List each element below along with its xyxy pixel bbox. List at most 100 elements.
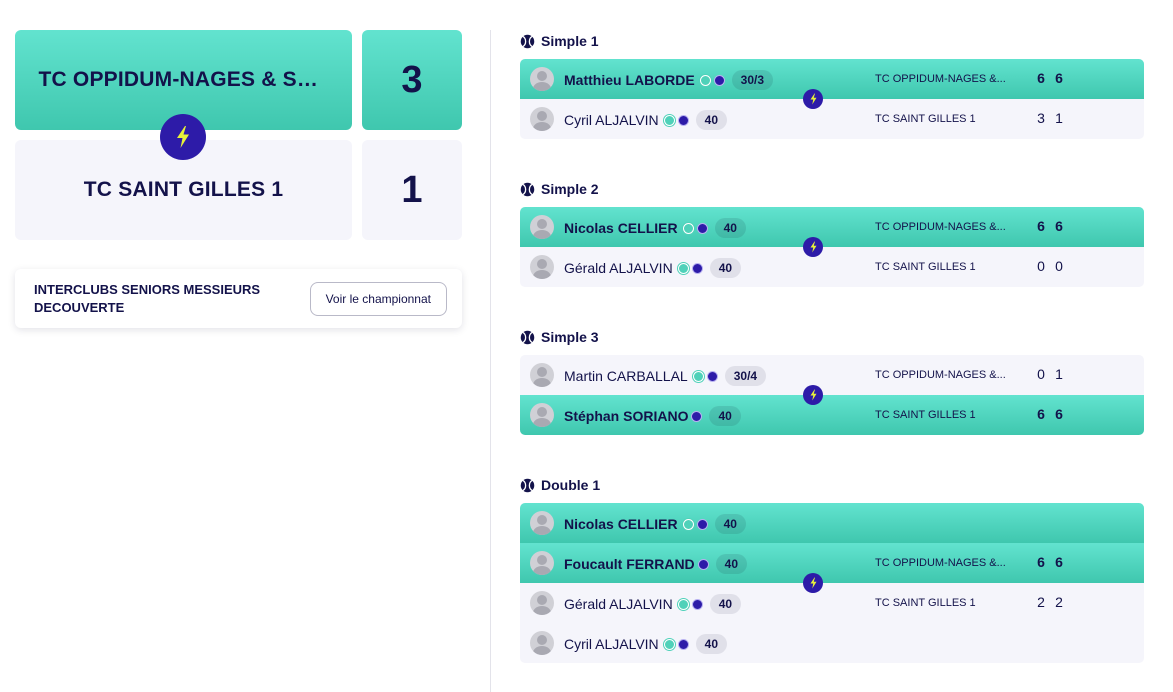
set-score-2: 6 bbox=[1055, 218, 1063, 234]
championship-card: INTERCLUBS SENIORS MESSIEURS DECOUVERTE … bbox=[15, 269, 462, 328]
lightning-bolt-icon bbox=[803, 573, 823, 593]
match-header: Double 1 bbox=[520, 475, 600, 495]
player-name[interactable]: Gérald ALJALVIN bbox=[564, 596, 673, 612]
tennis-badge-icon bbox=[699, 74, 711, 86]
set-score-1: 0 bbox=[1037, 258, 1045, 274]
set-score-2: 6 bbox=[1055, 554, 1063, 570]
player-ranking: 40 bbox=[714, 514, 746, 534]
match-header: Simple 2 bbox=[520, 179, 599, 199]
player-row[interactable]: Martin CARBALLAL 30/4 TC OPPIDUM-NAGES &..… bbox=[520, 355, 1144, 395]
user-avatar-icon bbox=[530, 631, 554, 655]
tennis-ball-icon bbox=[520, 330, 541, 345]
player-name[interactable]: Stéphan SORIANO bbox=[564, 408, 689, 424]
player-ranking: 40 bbox=[709, 258, 742, 278]
club-name: TC SAINT GILLES 1 bbox=[875, 409, 976, 421]
player-name-group: Martin CARBALLAL 30/4 bbox=[564, 366, 767, 386]
league-badge-icon bbox=[706, 370, 718, 382]
tennis-badge-icon bbox=[663, 114, 675, 126]
player-row[interactable]: Nicolas CELLIER 40 bbox=[520, 503, 1144, 543]
league-badge-icon bbox=[696, 222, 708, 234]
lightning-bolt-icon bbox=[160, 114, 206, 160]
set-score-1: 6 bbox=[1037, 554, 1045, 570]
match-header: Simple 3 bbox=[520, 327, 599, 347]
league-badge-icon bbox=[691, 410, 703, 422]
player-row[interactable]: Nicolas CELLIER 40 TC OPPIDUM-NAGES &... 6 6 bbox=[520, 207, 1144, 247]
match-title: Simple 3 bbox=[541, 329, 599, 345]
player-name-group: Matthieu LABORDE 30/3 bbox=[564, 70, 774, 90]
player-name[interactable]: Nicolas CELLIER bbox=[564, 220, 678, 236]
set-score-1: 6 bbox=[1037, 406, 1045, 422]
player-ranking: 40 bbox=[709, 594, 742, 614]
player-row[interactable]: Cyril ALJALVIN 40 bbox=[520, 623, 1144, 663]
tennis-badge-icon bbox=[677, 598, 689, 610]
player-name[interactable]: Foucault FERRAND bbox=[564, 556, 695, 572]
set-score-1: 3 bbox=[1037, 110, 1045, 126]
user-avatar-icon bbox=[530, 67, 554, 91]
player-name-group: Foucault FERRAND 40 bbox=[564, 554, 748, 574]
team-a-score: 3 bbox=[362, 30, 462, 130]
tennis-ball-icon bbox=[520, 478, 541, 493]
club-name: TC OPPIDUM-NAGES &... bbox=[875, 557, 1006, 569]
user-avatar-icon bbox=[530, 591, 554, 615]
league-badge-icon bbox=[697, 558, 709, 570]
club-name: TC OPPIDUM-NAGES &... bbox=[875, 369, 1006, 381]
player-name-group: Nicolas CELLIER 40 bbox=[564, 514, 746, 534]
match-block: Martin CARBALLAL 30/4 TC OPPIDUM-NAGES &..… bbox=[520, 355, 1144, 435]
team-b-score: 1 bbox=[362, 140, 462, 240]
tennis-ball-icon bbox=[520, 182, 541, 197]
match-header: Simple 1 bbox=[520, 31, 599, 51]
league-badge-icon bbox=[677, 638, 689, 650]
set-score-1: 6 bbox=[1037, 70, 1045, 86]
set-score-2: 1 bbox=[1055, 366, 1063, 382]
match-block: Nicolas CELLIER 40 TC OPPIDUM-NAGES &... 6 6… bbox=[520, 207, 1144, 287]
player-name[interactable]: Nicolas CELLIER bbox=[564, 516, 678, 532]
tennis-badge-icon bbox=[682, 518, 694, 530]
player-name[interactable]: Martin CARBALLAL bbox=[564, 368, 688, 384]
player-name[interactable]: Matthieu LABORDE bbox=[564, 72, 695, 88]
player-row[interactable]: Matthieu LABORDE 30/3 TC OPPIDUM-NAGES &..… bbox=[520, 59, 1144, 99]
lightning-bolt-icon bbox=[803, 89, 823, 109]
league-badge-icon bbox=[691, 598, 703, 610]
league-badge-icon bbox=[696, 518, 708, 530]
championship-title: INTERCLUBS SENIORS MESSIEURS DECOUVERTE bbox=[34, 281, 261, 315]
set-score-2: 0 bbox=[1055, 258, 1063, 274]
user-avatar-icon bbox=[530, 107, 554, 131]
player-ranking: 40 bbox=[714, 218, 746, 238]
club-name: TC SAINT GILLES 1 bbox=[875, 597, 976, 609]
player-name-group: Nicolas CELLIER 40 bbox=[564, 218, 746, 238]
player-row[interactable]: Foucault FERRAND 40 TC OPPIDUM-NAGES &... 6… bbox=[520, 543, 1144, 583]
lightning-bolt-icon bbox=[803, 385, 823, 405]
player-name[interactable]: Gérald ALJALVIN bbox=[564, 260, 673, 276]
match-block: Matthieu LABORDE 30/3 TC OPPIDUM-NAGES &..… bbox=[520, 59, 1144, 139]
player-ranking: 40 bbox=[709, 406, 741, 426]
set-score-1: 2 bbox=[1037, 594, 1045, 610]
player-name-group: Gérald ALJALVIN 40 bbox=[564, 594, 742, 614]
set-score-1: 0 bbox=[1037, 366, 1045, 382]
user-avatar-icon bbox=[530, 255, 554, 279]
tennis-badge-icon bbox=[663, 638, 675, 650]
match-block: Nicolas CELLIER 40 Foucault FERRAND 40 TC OP… bbox=[520, 503, 1144, 663]
club-name: TC SAINT GILLES 1 bbox=[875, 113, 976, 125]
user-avatar-icon bbox=[530, 511, 554, 535]
team-a-card: TC OPPIDUM-NAGES & SOL... bbox=[15, 30, 352, 130]
tennis-badge-icon bbox=[677, 262, 689, 274]
player-name-group: Gérald ALJALVIN 40 bbox=[564, 258, 742, 278]
team-a-name: TC OPPIDUM-NAGES & SOL... bbox=[38, 68, 339, 91]
set-score-1: 6 bbox=[1037, 218, 1045, 234]
match-title: Double 1 bbox=[541, 477, 601, 493]
player-name-group: Cyril ALJALVIN 40 bbox=[564, 110, 728, 130]
user-avatar-icon bbox=[530, 215, 554, 239]
tennis-badge-icon bbox=[692, 370, 704, 382]
set-score-2: 1 bbox=[1055, 110, 1063, 126]
league-badge-icon bbox=[713, 74, 725, 86]
player-name[interactable]: Cyril ALJALVIN bbox=[564, 112, 659, 128]
player-ranking: 30/3 bbox=[731, 70, 774, 90]
set-score-2: 2 bbox=[1055, 594, 1063, 610]
player-name[interactable]: Cyril ALJALVIN bbox=[564, 636, 659, 652]
view-championship-button[interactable]: Voir le championnat bbox=[309, 281, 447, 316]
match-title: Simple 2 bbox=[541, 181, 599, 197]
